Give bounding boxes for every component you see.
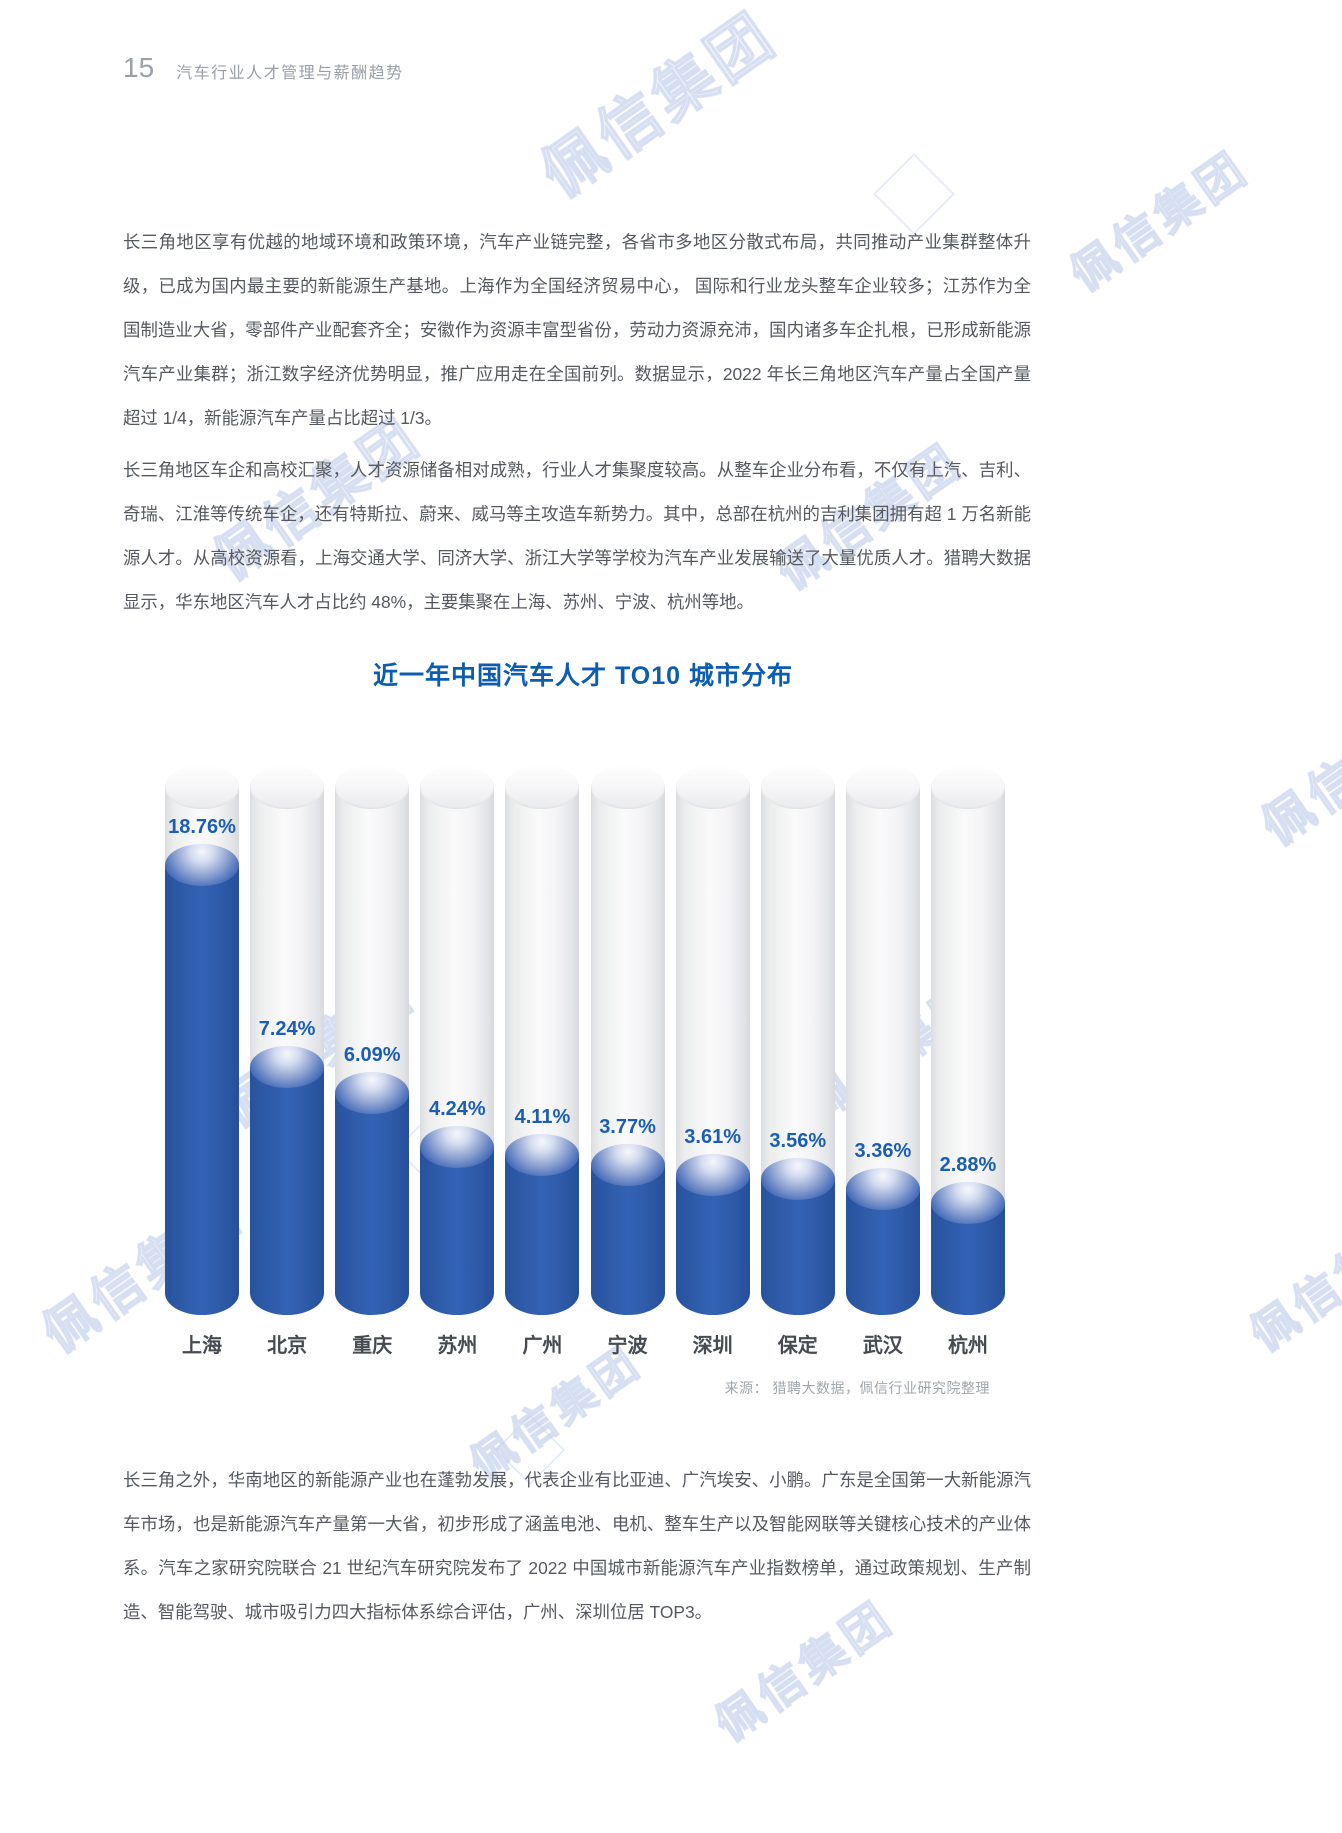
bar-city-label: 重庆 bbox=[352, 1335, 393, 1357]
bar-fill bbox=[930, 1182, 1005, 1315]
bar-city-label: 上海 bbox=[182, 1335, 222, 1357]
bar-column: 3.77% 宁波 bbox=[590, 765, 665, 1357]
bar-city-label: 武汉 bbox=[862, 1335, 903, 1357]
bar-city-label: 深圳 bbox=[692, 1335, 733, 1357]
bar-column: 4.11% 广州 bbox=[505, 765, 580, 1357]
bar-column: 7.24% 北京 bbox=[250, 765, 325, 1357]
bar-column: 3.56% 保定 bbox=[760, 765, 835, 1357]
bar-track-lid bbox=[845, 765, 920, 809]
watermark-text: 佩信集团 bbox=[1251, 683, 1342, 857]
bar-fill-lid bbox=[335, 1072, 410, 1114]
paragraph-yangtze-overview: 长三角地区享有优越的地域环境和政策环境，汽车产业链完整，各省市多地区分散式布局，… bbox=[123, 232, 1031, 428]
bar-fill-lid bbox=[930, 1182, 1005, 1224]
bar-track-lid bbox=[930, 765, 1005, 809]
bar-fill bbox=[845, 1168, 920, 1315]
bar-value-label: 4.24% bbox=[428, 1098, 486, 1120]
bar-value-label: 3.56% bbox=[769, 1130, 827, 1152]
bar-fill bbox=[250, 1046, 325, 1315]
bar-column: 2.88% 杭州 bbox=[930, 765, 1005, 1357]
bar-city-label: 广州 bbox=[522, 1335, 563, 1357]
paragraph-south-china: 长三角之外，华南地区的新能源产业也在蓬勃发展，代表企业有比亚迪、广汽埃安、小鹏。… bbox=[123, 1470, 1031, 1622]
bar-column: 6.09% 重庆 bbox=[335, 765, 410, 1357]
bar-city-label: 杭州 bbox=[947, 1335, 988, 1357]
bar-track-lid bbox=[165, 765, 239, 809]
bar-value-label: 6.09% bbox=[343, 1044, 401, 1066]
bar-fill bbox=[420, 1126, 495, 1315]
watermark-text: 佩信集团 bbox=[1240, 1200, 1342, 1361]
bar-column: 18.76% 上海 bbox=[165, 765, 239, 1357]
bar-city-label: 北京 bbox=[267, 1335, 308, 1357]
bar-track-lid bbox=[590, 765, 665, 809]
bar-track-lid bbox=[505, 765, 580, 809]
bar-fill bbox=[760, 1158, 835, 1315]
talent-city-bar-chart: 18.76% 上海 7.24% 北京 6.09% 重庆 4.24% 苏州 4.11% 广州 3.77… bbox=[165, 765, 1005, 1357]
bar-track-lid bbox=[420, 765, 495, 809]
bar-value-label: 7.24% bbox=[258, 1018, 316, 1040]
bar-value-label: 2.88% bbox=[939, 1154, 997, 1176]
bar-value-label: 3.61% bbox=[684, 1126, 742, 1148]
bar-fill-lid bbox=[760, 1158, 835, 1200]
bar-city-label: 苏州 bbox=[437, 1335, 478, 1357]
bar-fill-lid bbox=[505, 1134, 580, 1176]
bar-column: 3.36% 武汉 bbox=[845, 765, 920, 1357]
bar-fill bbox=[335, 1072, 410, 1315]
bar-fill bbox=[675, 1154, 750, 1315]
bar-value-label: 3.77% bbox=[599, 1116, 656, 1138]
chart-source: 来源： 猎聘大数据，佩信行业研究院整理 bbox=[724, 1380, 990, 1396]
chart-title: 近一年中国汽车人才 TO10 城市分布 bbox=[373, 662, 793, 690]
bar-fill bbox=[165, 844, 239, 1315]
bar-fill-lid bbox=[165, 844, 239, 886]
page-number: 15 bbox=[123, 52, 155, 83]
bar-fill-lid bbox=[420, 1126, 495, 1168]
bar-value-label: 3.36% bbox=[854, 1140, 912, 1162]
bar-track-lid bbox=[760, 765, 835, 809]
paragraph-talent-pool: 长三角地区车企和高校汇聚，人才资源储备相对成熟，行业人才集聚度较高。从整车企业分… bbox=[123, 460, 1031, 612]
bar-fill bbox=[590, 1144, 665, 1315]
bar-fill-lid bbox=[845, 1168, 920, 1210]
bar-value-label: 4.11% bbox=[514, 1106, 571, 1128]
bar-fill bbox=[505, 1134, 580, 1315]
page-header: 15 汽车行业人才管理与薪酬趋势 bbox=[123, 52, 404, 84]
bar-fill-lid bbox=[250, 1046, 325, 1088]
page-header-title: 汽车行业人才管理与薪酬趋势 bbox=[176, 65, 404, 82]
bar-fill-lid bbox=[590, 1144, 665, 1186]
bar-value-label: 18.76% bbox=[168, 816, 236, 838]
bar-column: 3.61% 深圳 bbox=[675, 765, 750, 1357]
bar-city-label: 宁波 bbox=[607, 1335, 648, 1357]
bar-column: 4.24% 苏州 bbox=[420, 765, 495, 1357]
bar-city-label: 保定 bbox=[777, 1335, 818, 1357]
watermark-text: 佩信集团 bbox=[529, 0, 790, 211]
watermark-text: 佩信集团 bbox=[1060, 140, 1258, 301]
bar-track-lid bbox=[675, 765, 750, 809]
bar-track-lid bbox=[335, 765, 410, 809]
bar-track-lid bbox=[250, 765, 325, 809]
bar-fill-lid bbox=[675, 1154, 750, 1196]
